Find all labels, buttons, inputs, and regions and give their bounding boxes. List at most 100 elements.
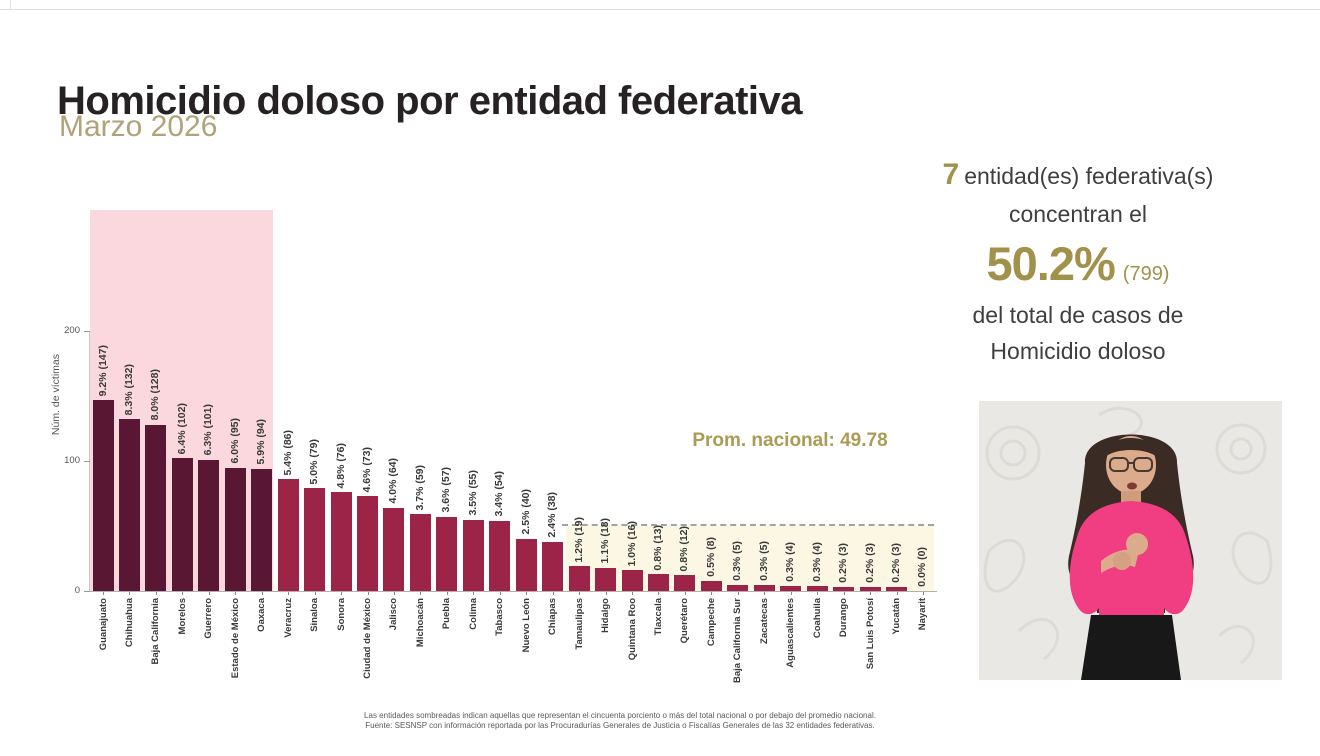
person-hand-right (1126, 533, 1148, 555)
bar-michoac-n (409, 514, 431, 591)
bar-value-label-puebla: 3.6% (57) (440, 467, 453, 513)
x-axis-label-baja-california-sur: Baja California Sur (732, 598, 744, 683)
bar-value-label-oaxaca: 5.9% (94) (255, 419, 268, 465)
x-axis-label-quer-taro: Querétaro (679, 598, 691, 644)
bar-value-label-yucat-n: 0.2% (3) (890, 543, 902, 584)
bar-campeche (700, 580, 722, 591)
x-axis-label-oaxaca: Oaxaca (256, 598, 268, 632)
bar-value-label-quintana-roo: 1.0% (16) (625, 520, 638, 567)
bar-morelos (171, 458, 193, 591)
x-tick-mark (552, 592, 554, 595)
bar-value-label-hidalgo: 1.1% (18) (599, 518, 612, 564)
x-tick-mark (314, 592, 316, 595)
y-axis-title: Núm. de víctimas (50, 354, 62, 436)
bar-value-label-campeche: 0.5% (8) (704, 536, 717, 577)
bar-tabasco (489, 520, 511, 591)
bar-estado-de-m-xico (224, 467, 246, 591)
bar-chiapas (542, 541, 564, 591)
bar-ciudad-de-m-xico (357, 496, 378, 591)
bar-jalisco (383, 507, 405, 591)
x-axis-line (88, 591, 937, 592)
x-tick-mark (420, 592, 422, 595)
bar-sonora (330, 492, 352, 591)
x-tick-mark (393, 592, 395, 595)
x-axis-label-aguascalientes: Aguascalientes (785, 598, 797, 668)
x-axis-label-chiapas: Chiapas (547, 598, 559, 635)
highlight-concentran-text: concentran el (1008, 201, 1148, 227)
x-tick-mark (288, 592, 290, 595)
x-tick-mark (605, 592, 607, 595)
bar-baja-california (145, 424, 167, 591)
y-tick-label: 0 (74, 585, 80, 596)
x-axis-label-morelos: Morelos (176, 598, 188, 635)
footnote-line2: Fuente: SESNSP con información reportada… (365, 720, 875, 730)
x-axis-label-tlaxcala: Tlaxcala (652, 598, 664, 636)
x-tick-mark (896, 592, 898, 595)
person-glasses (1109, 457, 1153, 472)
bar-value-label-nayarit: 0.0% (0) (916, 547, 929, 587)
x-axis-label-baja-california: Baja California (150, 598, 162, 665)
bar-colima (462, 519, 484, 591)
bar-value-label-sinaloa: 5.0% (79) (308, 438, 321, 485)
bar-value-label-tlaxcala: 0.8% (13) (651, 524, 664, 571)
bar-value-label-baja-california-sur: 0.3% (5) (731, 540, 744, 581)
bar-puebla (436, 516, 458, 591)
x-tick-mark (341, 592, 343, 595)
x-axis-label-tamaulipas: Tamaulipas (573, 598, 585, 650)
x-tick-mark (261, 592, 263, 595)
highlight-panel: 7 entidad(es) federativa(s) concentran el… (866, 158, 1290, 365)
x-axis-label-veracruz: Veracruz (282, 598, 294, 638)
footnote-line1: Las entidades sombreadas indican aquella… (364, 711, 876, 720)
highlight-of-total-text-1: del total de casos de (972, 302, 1184, 328)
x-axis-label-durango: Durango (838, 598, 850, 638)
bar-value-label-chihuahua: 8.3% (132) (122, 364, 135, 416)
bar-value-label-baja-california: 8.0% (128) (149, 369, 162, 421)
bar-value-label-sonora: 4.8% (76) (334, 442, 347, 489)
highlight-of-total-text-2: Homicidio doloso (990, 338, 1166, 364)
y-tick-label: 200 (64, 325, 80, 336)
x-tick-mark (473, 592, 475, 595)
x-axis-label-guerrero: Guerrero (203, 598, 215, 639)
interpreter-illustration (979, 401, 1282, 680)
x-tick-mark (499, 592, 501, 595)
bar-guanajuato (92, 399, 114, 591)
x-tick-mark (711, 592, 713, 595)
bar-sinaloa (304, 488, 326, 591)
bar-nuevo-le-n (515, 539, 537, 591)
sign-language-interpreter-video (979, 401, 1282, 680)
bar-zacatecas (753, 584, 775, 591)
x-tick-mark (658, 592, 660, 595)
person-fringe (1102, 438, 1160, 459)
x-axis-label-nayarit: Nayarit (917, 598, 929, 631)
bar-value-label-colima: 3.5% (55) (466, 469, 479, 516)
bar-san-luis-potos- (859, 587, 881, 591)
bar-coahuila (806, 585, 828, 591)
x-tick-mark (579, 592, 581, 595)
person-hand-left (1113, 552, 1131, 570)
highlight-total-cases: (799) (1122, 263, 1170, 285)
bar-quer-taro (674, 575, 696, 591)
x-axis-label-michoac-n: Michoacán (414, 598, 426, 648)
bar-veracruz (277, 479, 299, 591)
video-frame-left-line (10, 0, 11, 10)
national-average-label: Prom. nacional: 49.78 (692, 430, 888, 451)
bar-aguascalientes (780, 585, 802, 591)
x-tick-mark (526, 592, 528, 595)
bar-value-label-estado-de-m-xico: 6.0% (95) (228, 417, 241, 464)
x-axis-label-coahuila: Coahuila (811, 598, 823, 639)
x-tick-mark (155, 592, 157, 595)
bar-value-label-durango: 0.2% (3) (837, 543, 850, 584)
bar-value-label-tabasco: 3.4% (54) (493, 471, 506, 517)
x-tick-mark (235, 592, 237, 595)
bar-value-label-chiapas: 2.4% (38) (546, 492, 559, 538)
bar-value-label-veracruz: 5.4% (86) (281, 429, 294, 476)
bar-value-label-zacatecas: 0.3% (5) (757, 540, 770, 581)
bar-chihuahua (118, 419, 140, 591)
national-average-line (562, 524, 935, 526)
x-tick-mark (103, 592, 104, 595)
bar-quintana-roo (621, 570, 643, 591)
page-subtitle: Marzo 2026 (59, 110, 218, 143)
x-tick-mark (367, 592, 369, 595)
highlight-entities-text: entidad(es) federativa(s) (964, 163, 1214, 189)
